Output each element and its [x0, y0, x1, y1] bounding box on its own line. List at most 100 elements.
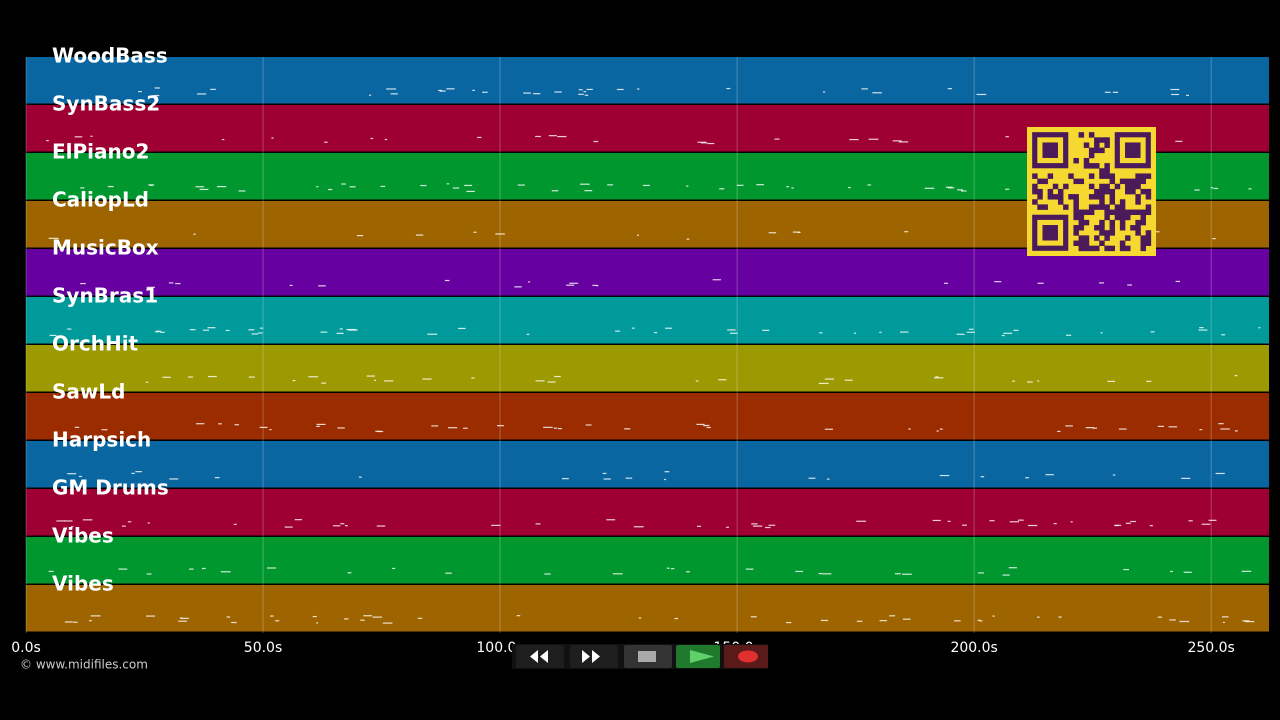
note	[189, 329, 196, 331]
qr-module	[1104, 188, 1110, 195]
stop-button[interactable]	[624, 645, 672, 668]
play-button[interactable]	[676, 645, 720, 668]
note	[768, 524, 776, 526]
rewind-button[interactable]	[516, 645, 564, 668]
note	[284, 526, 293, 528]
note	[1025, 477, 1030, 479]
note	[1104, 91, 1111, 93]
qr-module	[1104, 204, 1110, 210]
note	[131, 472, 135, 474]
note	[579, 183, 590, 185]
note	[593, 140, 599, 143]
note	[1027, 381, 1033, 383]
qr-module	[1125, 235, 1131, 241]
note	[756, 184, 764, 186]
track-label: SynBass2	[52, 92, 160, 116]
note	[360, 619, 365, 621]
qr-module	[1078, 225, 1085, 231]
note	[932, 519, 941, 522]
qr-module	[1109, 188, 1116, 195]
track-label: SynBras1	[52, 284, 158, 308]
note	[551, 190, 559, 192]
note	[642, 184, 650, 187]
qr-module	[1083, 235, 1090, 241]
note	[908, 428, 911, 430]
note	[248, 329, 255, 331]
note	[1221, 334, 1226, 336]
note	[553, 427, 558, 429]
x-tick-label: 100.0s	[476, 640, 523, 656]
qr-module	[1125, 245, 1131, 252]
qr-module	[1109, 199, 1116, 205]
record-button[interactable]	[724, 645, 768, 668]
note	[976, 93, 987, 96]
qr-module	[1063, 204, 1069, 210]
note	[370, 137, 374, 140]
note	[220, 571, 231, 573]
qr-module	[1140, 240, 1146, 246]
note	[578, 89, 583, 91]
note	[808, 477, 816, 479]
note	[752, 525, 763, 527]
note	[270, 615, 274, 617]
note	[386, 88, 397, 90]
note	[898, 141, 909, 143]
qr-module	[1104, 183, 1110, 190]
qr-module	[1083, 240, 1090, 246]
note	[700, 142, 708, 144]
note	[1125, 522, 1131, 524]
note	[179, 617, 183, 619]
note	[592, 284, 597, 286]
qr-module	[1119, 240, 1126, 246]
note	[939, 428, 943, 430]
track-band	[26, 393, 1269, 440]
note	[666, 567, 670, 569]
note	[458, 327, 466, 330]
note	[175, 282, 181, 285]
qr-module	[1104, 230, 1110, 236]
note	[48, 570, 54, 573]
note	[444, 279, 450, 282]
note	[935, 376, 939, 378]
x-tick-label: 50.0s	[244, 640, 282, 656]
note	[707, 142, 715, 145]
note	[384, 380, 394, 382]
qr-module	[1073, 194, 1079, 200]
qr-module	[1099, 137, 1105, 143]
qr-module	[1140, 178, 1146, 185]
note	[482, 91, 488, 93]
qr-module	[1104, 235, 1110, 241]
note	[745, 568, 754, 570]
qr-module	[1078, 132, 1085, 138]
qr-module	[1145, 194, 1152, 200]
note	[561, 478, 569, 480]
note	[1171, 93, 1180, 96]
note	[1169, 619, 1176, 621]
qr-module	[1140, 219, 1146, 226]
note	[670, 568, 675, 570]
note	[168, 282, 174, 284]
note	[181, 617, 189, 619]
note	[90, 135, 93, 137]
note	[947, 520, 951, 522]
note	[818, 332, 823, 334]
note	[1241, 570, 1252, 572]
note	[1013, 329, 1019, 331]
qr-module	[1032, 188, 1038, 195]
note	[633, 526, 644, 528]
qr-module	[1119, 204, 1126, 210]
qr-module	[1145, 235, 1152, 241]
fast-forward-button[interactable]	[570, 645, 618, 668]
note	[147, 522, 150, 524]
qr-module	[1135, 219, 1141, 226]
qr-module	[1032, 199, 1038, 205]
note	[275, 620, 280, 622]
note	[654, 332, 658, 334]
note	[1150, 331, 1155, 333]
note	[977, 619, 981, 621]
transport-controls	[512, 644, 768, 669]
qr-module	[1145, 204, 1152, 210]
qr-module	[1109, 219, 1116, 226]
note	[1168, 426, 1178, 428]
note	[637, 88, 640, 90]
